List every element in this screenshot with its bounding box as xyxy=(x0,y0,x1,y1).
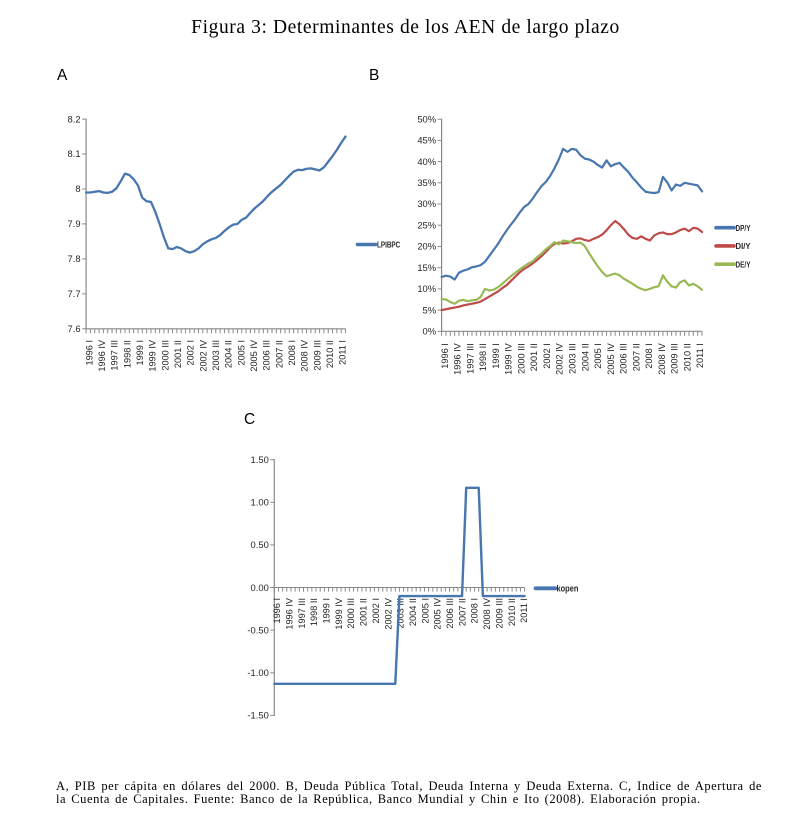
svg-text:2003 III: 2003 III xyxy=(396,598,406,629)
svg-text:2005 IV: 2005 IV xyxy=(606,342,616,375)
svg-text:2005 IV: 2005 IV xyxy=(433,597,443,630)
svg-text:DP/Y: DP/Y xyxy=(736,223,751,233)
svg-text:8.1: 8.1 xyxy=(68,148,81,159)
svg-text:LPIBPC: LPIBPC xyxy=(377,240,401,250)
svg-text:2003 III: 2003 III xyxy=(568,343,578,374)
svg-text:15%: 15% xyxy=(417,262,436,273)
svg-text:8.2: 8.2 xyxy=(68,113,81,124)
svg-text:1998 II: 1998 II xyxy=(478,343,488,371)
svg-text:1998 II: 1998 II xyxy=(122,340,132,368)
svg-text:1996 I: 1996 I xyxy=(440,343,450,369)
svg-text:2007 II: 2007 II xyxy=(457,598,467,626)
svg-text:1996 IV: 1996 IV xyxy=(453,342,463,375)
svg-text:2006 III: 2006 III xyxy=(262,340,272,371)
svg-text:1998 II: 1998 II xyxy=(309,598,319,626)
svg-text:2008 I: 2008 I xyxy=(287,340,297,366)
svg-text:25%: 25% xyxy=(417,219,436,230)
svg-text:2009 III: 2009 III xyxy=(494,598,504,629)
svg-text:2008 IV: 2008 IV xyxy=(657,342,667,375)
svg-text:2000 III: 2000 III xyxy=(346,598,356,629)
svg-text:7.6: 7.6 xyxy=(68,323,81,334)
svg-text:40%: 40% xyxy=(417,156,436,167)
svg-text:2000 III: 2000 III xyxy=(160,340,170,371)
svg-text:10%: 10% xyxy=(417,283,436,294)
svg-text:1.50: 1.50 xyxy=(251,454,269,465)
svg-text:45%: 45% xyxy=(417,135,436,146)
svg-text:2002 IV: 2002 IV xyxy=(555,342,565,375)
svg-text:2002 I: 2002 I xyxy=(371,598,381,624)
svg-text:2004 II: 2004 II xyxy=(224,340,234,368)
svg-text:1999 I: 1999 I xyxy=(322,598,332,624)
svg-text:1996 I: 1996 I xyxy=(272,598,282,624)
svg-text:2003 III: 2003 III xyxy=(211,340,221,371)
svg-text:1996 IV: 1996 IV xyxy=(97,339,107,372)
svg-text:1997 III: 1997 III xyxy=(110,340,120,371)
svg-text:0.50: 0.50 xyxy=(251,539,269,550)
svg-text:1999 IV: 1999 IV xyxy=(334,597,344,630)
svg-text:2008 IV: 2008 IV xyxy=(300,339,310,372)
svg-text:2011 I: 2011 I xyxy=(695,343,705,368)
svg-text:-0.50: -0.50 xyxy=(247,624,268,635)
svg-text:2001 II: 2001 II xyxy=(173,340,183,368)
svg-text:2002 IV: 2002 IV xyxy=(198,339,208,372)
svg-text:0.00: 0.00 xyxy=(251,582,269,593)
svg-text:2002 I: 2002 I xyxy=(542,343,552,369)
svg-text:2010 II: 2010 II xyxy=(507,598,517,626)
svg-text:2009 III: 2009 III xyxy=(670,343,680,374)
svg-text:DI/Y: DI/Y xyxy=(736,241,751,251)
svg-text:kopen: kopen xyxy=(557,584,579,594)
svg-text:2001 II: 2001 II xyxy=(529,343,539,371)
svg-text:1997 III: 1997 III xyxy=(465,343,475,374)
svg-text:1999 I: 1999 I xyxy=(491,343,501,369)
svg-text:-1.50: -1.50 xyxy=(247,710,268,721)
svg-text:1999 IV: 1999 IV xyxy=(148,339,158,372)
svg-text:20%: 20% xyxy=(417,241,436,252)
svg-text:7.8: 7.8 xyxy=(68,253,81,264)
svg-text:2004 II: 2004 II xyxy=(408,598,418,626)
svg-text:7.9: 7.9 xyxy=(68,218,81,229)
svg-text:1997 III: 1997 III xyxy=(297,598,307,629)
svg-text:1999 IV: 1999 IV xyxy=(504,342,514,375)
svg-text:2006 III: 2006 III xyxy=(445,598,455,629)
svg-text:1996 IV: 1996 IV xyxy=(284,597,294,630)
svg-text:2002 I: 2002 I xyxy=(186,340,196,366)
svg-text:2005 IV: 2005 IV xyxy=(249,339,259,372)
svg-text:7.7: 7.7 xyxy=(68,288,81,299)
svg-text:2006 III: 2006 III xyxy=(619,343,629,374)
svg-text:2000 III: 2000 III xyxy=(516,343,526,374)
svg-text:1996 I: 1996 I xyxy=(84,340,94,366)
svg-text:DE/Y: DE/Y xyxy=(736,259,751,269)
svg-text:0%: 0% xyxy=(423,326,437,337)
svg-text:35%: 35% xyxy=(417,177,436,188)
svg-text:2002 IV: 2002 IV xyxy=(383,597,393,630)
svg-text:2005 I: 2005 I xyxy=(420,598,430,624)
svg-text:2010 II: 2010 II xyxy=(682,343,692,371)
svg-text:2008 I: 2008 I xyxy=(644,343,654,369)
svg-text:-1.00: -1.00 xyxy=(247,667,268,678)
svg-text:2007 II: 2007 II xyxy=(631,343,641,371)
svg-text:2009 III: 2009 III xyxy=(312,340,322,371)
svg-text:2011 I: 2011 I xyxy=(338,340,348,365)
svg-text:8: 8 xyxy=(75,183,80,194)
svg-text:1999 I: 1999 I xyxy=(135,340,145,366)
svg-text:2010 II: 2010 II xyxy=(325,340,335,368)
svg-text:50%: 50% xyxy=(417,113,436,124)
svg-text:2008 I: 2008 I xyxy=(470,598,480,624)
svg-text:30%: 30% xyxy=(417,198,436,209)
svg-text:2005 I: 2005 I xyxy=(593,343,603,369)
svg-text:2011 I: 2011 I xyxy=(519,598,529,623)
svg-text:5%: 5% xyxy=(423,304,437,315)
svg-text:2005 I: 2005 I xyxy=(236,340,246,366)
svg-text:1.00: 1.00 xyxy=(251,497,269,508)
svg-text:2004 II: 2004 II xyxy=(580,343,590,371)
svg-text:2007 II: 2007 II xyxy=(274,340,284,368)
svg-text:2001 II: 2001 II xyxy=(359,598,369,626)
svg-text:2008 IV: 2008 IV xyxy=(482,597,492,630)
